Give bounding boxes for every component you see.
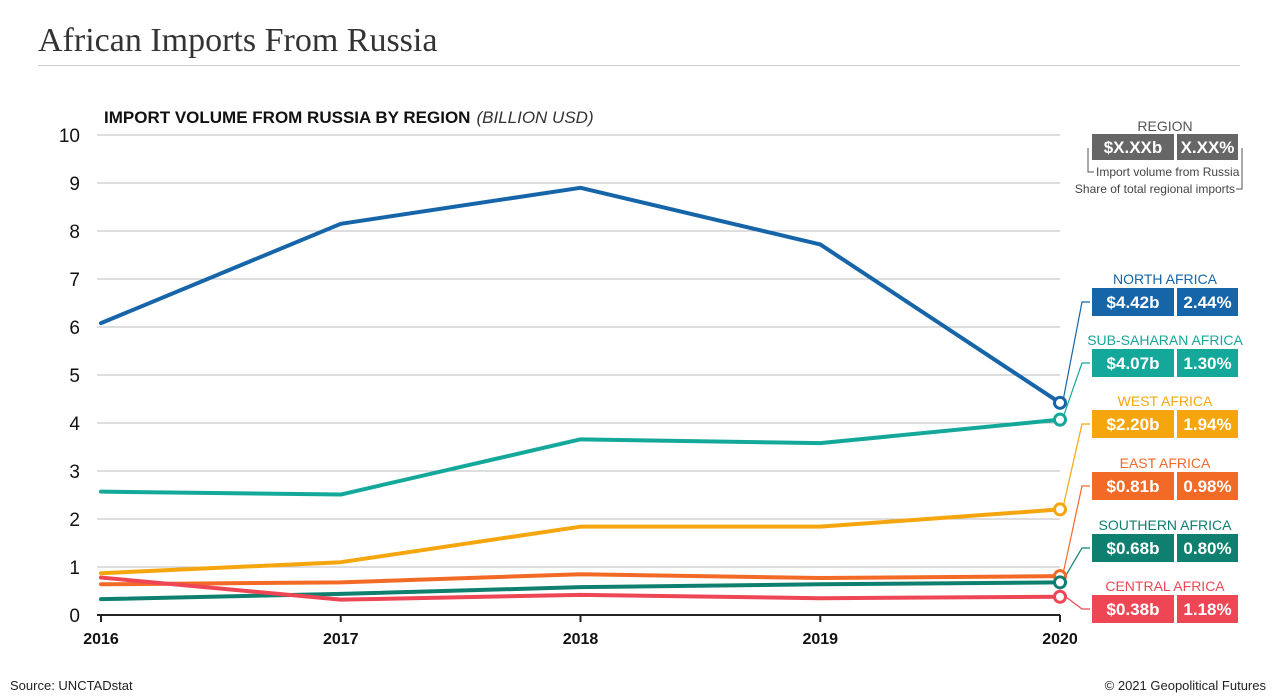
- region-name-north-africa: NORTH AFRICA: [1113, 271, 1218, 287]
- share-box-sub-saharan-africa: [1177, 349, 1238, 377]
- y-tick-label-4: 4: [69, 414, 80, 435]
- share-box-west-africa: [1177, 410, 1238, 438]
- y-tick-label-7: 7: [69, 270, 80, 291]
- key-value-bracket: [1087, 148, 1094, 173]
- end-marker-southern-africa: [1053, 575, 1067, 590]
- value-box-east-africa: [1092, 472, 1174, 500]
- key-title: REGION: [1137, 118, 1192, 134]
- legend-key: REGION $X.XXb X.XX% Import volume from Russ…: [1075, 118, 1243, 196]
- y-tick-label-2: 2: [69, 510, 80, 531]
- series-line-southern-africa: [99, 580, 1062, 602]
- label-connectors: [1062, 301, 1090, 610]
- share-label-west-africa: 1.94%: [1183, 415, 1231, 434]
- y-tick-label-0: 0: [69, 606, 80, 627]
- share-box-east-africa: [1177, 472, 1238, 500]
- region-name-southern-africa: SOUTHERN AFRICA: [1098, 517, 1232, 533]
- share-box-north-africa: [1177, 288, 1238, 316]
- share-box-central-africa: [1177, 595, 1238, 623]
- connector-sub-saharan-africa: [1062, 362, 1090, 418]
- x-axis-ticks: 2016 2017 2018 2019 2020: [83, 615, 1078, 648]
- region-labels: NORTH AFRICA $4.42b 2.44% SUB-SAHARAN AFRIC…: [1087, 271, 1243, 623]
- series-line-north-africa: [99, 185, 1062, 405]
- end-marker-sub-saharan-africa: [1053, 412, 1067, 427]
- end-marker-west-africa: [1053, 502, 1067, 517]
- value-label-east-africa: $0.81b: [1107, 477, 1160, 496]
- key-share-label: X.XX%: [1181, 138, 1235, 157]
- region-name-central-africa: CENTRAL AFRICA: [1105, 578, 1225, 594]
- share-label-southern-africa: 0.80%: [1183, 539, 1231, 558]
- value-box-central-africa: [1092, 595, 1174, 623]
- x-tick-label-2020: 2020: [1042, 631, 1078, 648]
- value-label-sub-saharan-africa: $4.07b: [1107, 354, 1160, 373]
- value-label-north-africa: $4.42b: [1107, 293, 1160, 312]
- share-label-north-africa: 2.44%: [1183, 293, 1231, 312]
- region-name-east-africa: EAST AFRICA: [1120, 455, 1211, 471]
- value-box-north-africa: [1092, 288, 1174, 316]
- x-tick-label-2016: 2016: [83, 631, 119, 648]
- value-box-southern-africa: [1092, 534, 1174, 562]
- share-box-southern-africa: [1177, 534, 1238, 562]
- key-share-bracket: [1236, 148, 1243, 190]
- series-line-central-africa: [99, 575, 1062, 602]
- share-label-east-africa: 0.98%: [1183, 477, 1231, 496]
- chart-title: IMPORT VOLUME FROM RUSSIA BY REGION: [104, 108, 470, 127]
- connector-east-africa: [1062, 485, 1090, 575]
- x-tick-label-2018: 2018: [563, 631, 599, 648]
- series-lines: [99, 185, 1062, 602]
- series-line-east-africa: [99, 572, 1062, 587]
- page-title: African Imports From Russia: [38, 22, 438, 59]
- key-value-note: Import volume from Russia: [1096, 165, 1240, 179]
- key-value-box: [1092, 134, 1174, 160]
- connector-southern-africa: [1062, 547, 1090, 581]
- chart-title-group: IMPORT VOLUME FROM RUSSIA BY REGION (BILL…: [104, 108, 594, 127]
- title-divider: [38, 65, 1240, 66]
- y-axis-ticks: 0 1 2 3 4 5 6 7 8 9 10: [59, 126, 81, 627]
- key-share-note: Share of total regional imports: [1075, 182, 1235, 196]
- share-label-central-africa: 1.18%: [1183, 600, 1231, 619]
- source-note: Source: UNCTADstat: [10, 678, 133, 693]
- y-tick-label-3: 3: [69, 462, 80, 483]
- y-tick-label-1: 1: [69, 558, 80, 579]
- region-name-west-africa: WEST AFRICA: [1118, 393, 1213, 409]
- series-line-west-africa: [99, 507, 1062, 576]
- end-marker-central-africa: [1053, 589, 1067, 604]
- connector-north-africa: [1062, 301, 1090, 401]
- y-tick-label-9: 9: [69, 174, 80, 195]
- y-tick-label-6: 6: [69, 318, 80, 339]
- value-box-west-africa: [1092, 410, 1174, 438]
- grid-lines: [97, 134, 1060, 616]
- x-tick-label-2019: 2019: [802, 631, 838, 648]
- region-name-sub-saharan-africa: SUB-SAHARAN AFRICA: [1087, 332, 1243, 348]
- value-label-central-africa: $0.38b: [1107, 600, 1160, 619]
- series-line-sub-saharan-africa: [99, 417, 1062, 497]
- y-tick-label-10: 10: [59, 126, 80, 147]
- end-marker-north-africa: [1053, 395, 1067, 410]
- key-share-box: [1177, 134, 1238, 160]
- value-box-sub-saharan-africa: [1092, 349, 1174, 377]
- chart-subtitle: (BILLION USD): [476, 108, 593, 127]
- end-markers: [1053, 395, 1067, 604]
- connector-central-africa: [1062, 594, 1090, 610]
- connector-west-africa: [1062, 423, 1090, 508]
- share-label-sub-saharan-africa: 1.30%: [1183, 354, 1231, 373]
- copyright-note: © 2021 Geopolitical Futures: [1104, 678, 1266, 693]
- y-tick-label-5: 5: [69, 366, 80, 387]
- key-value-label: $X.XXb: [1104, 138, 1163, 157]
- y-tick-label-8: 8: [69, 222, 80, 243]
- value-label-west-africa: $2.20b: [1107, 415, 1160, 434]
- value-label-southern-africa: $0.68b: [1107, 539, 1160, 558]
- x-tick-label-2017: 2017: [323, 631, 359, 648]
